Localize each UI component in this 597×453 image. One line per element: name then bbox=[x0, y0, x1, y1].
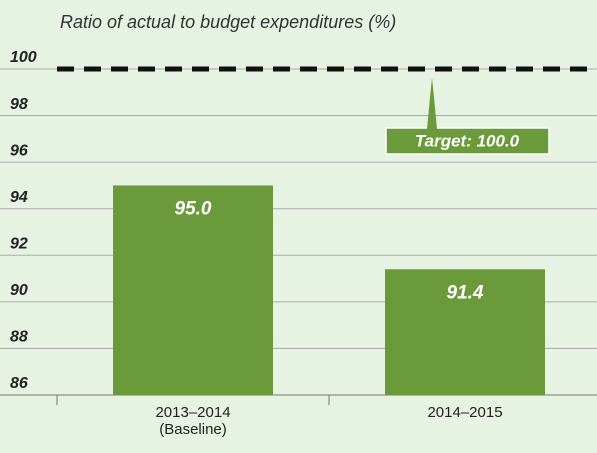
bar bbox=[385, 269, 545, 395]
y-tick-label: 88 bbox=[10, 329, 28, 346]
target-label: Target: 100.0 bbox=[415, 131, 520, 150]
y-tick-label: 98 bbox=[10, 96, 28, 113]
callout-pointer bbox=[427, 77, 437, 129]
chart-title: Ratio of actual to budget expenditures (… bbox=[60, 12, 396, 32]
y-tick-label: 94 bbox=[10, 189, 28, 206]
y-tick-label: 96 bbox=[10, 142, 28, 159]
y-tick-label: 86 bbox=[10, 375, 28, 392]
data-label: 91.4 bbox=[447, 282, 484, 303]
bar bbox=[113, 185, 273, 395]
data-label: 95.0 bbox=[175, 198, 212, 219]
y-tick-label: 100 bbox=[10, 49, 37, 66]
x-tick-label: 2013–2014 (Baseline) bbox=[155, 404, 231, 438]
y-tick-label: 92 bbox=[10, 236, 28, 253]
y-tick-label: 90 bbox=[10, 282, 28, 299]
x-tick-label: 2014–2015 bbox=[427, 404, 503, 421]
